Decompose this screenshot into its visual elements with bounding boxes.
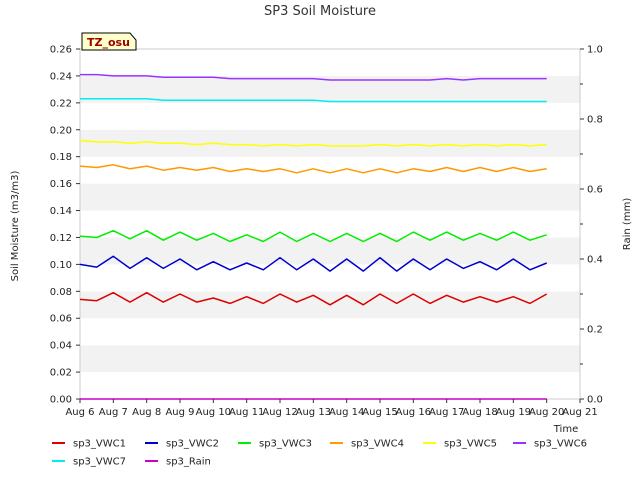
chart-title: SP3 Soil Moisture [264,4,376,19]
y2-tick-label: 0.6 [587,185,603,196]
x-tick-label: Aug 17 [429,407,464,418]
grid-band [80,345,580,373]
grid-band [80,102,580,130]
grid-band [80,264,580,292]
x-tick-label: Aug 8 [132,407,161,418]
grid-band [80,183,580,211]
legend-label: sp3_VWC3 [259,439,312,450]
x-tick-label: Aug 12 [262,407,297,418]
x-tick-label: Aug 7 [99,407,128,418]
series-line-sp3_VWC2 [79,255,547,272]
y-tick-label: 0.12 [50,233,72,244]
legend-label: sp3_VWC2 [166,439,219,450]
y2-tick-label: 0.2 [587,325,603,336]
site-badge: TZ_osu [81,32,137,51]
y-axis-right: 0.0 0.2 0.4 0.6 0.8 1.0 [580,45,603,406]
y2-tick-label: 1.0 [587,45,603,56]
x-tick-label: Aug 10 [196,407,231,418]
grid-band [80,49,580,76]
x-tick-label: Aug 13 [296,407,331,418]
legend-label: sp3_VWC4 [351,439,404,450]
y-tick-label: 0.02 [50,368,72,379]
y-axis-title: Soil Moisture (m3/m3) [10,171,21,282]
y-tick-label: 0.22 [50,98,72,109]
y2-tick-label: 0.0 [587,395,603,406]
grid-band [80,372,580,399]
series-line-sp3_VWC4 [79,164,547,174]
x-tick-label: Aug 6 [65,407,94,418]
x-tick-label: Aug 18 [462,407,497,418]
y-tick-label: 0.04 [50,341,72,352]
x-tick-label: Aug 11 [229,407,264,418]
x-tick-label: Aug 19 [496,407,531,418]
y2-tick-label: 0.4 [587,255,603,266]
series-line-sp3_VWC7 [80,98,547,103]
y-tick-label: 0.18 [50,152,72,163]
x-tick-label: Aug 20 [529,407,564,418]
y-axis-left: 0.00 0.02 0.04 0.06 0.08 0.10 0.12 0.14 0.16 0.18… [50,45,80,406]
grid-band [80,210,580,238]
y-tick-label: 0.08 [50,287,72,298]
series-line-sp3_VWC6 [80,73,547,81]
site-badge-label: TZ_osu [87,36,130,49]
series-layer [79,73,548,400]
y-tick-label: 0.10 [50,260,72,271]
x-tick-label: Aug 21 [562,407,597,418]
x-tick-label: Aug 9 [165,407,194,418]
y-tick-label: 0.24 [50,71,72,82]
series-line-sp3_VWC1 [79,291,548,306]
x-tick-label: Aug 16 [396,407,431,418]
y2-axis-title: Rain (mm) [622,198,633,251]
x-tick-label: Aug 15 [362,407,397,418]
grid-band [80,318,580,346]
x-tick-label: Aug 14 [329,407,364,418]
legend-label: sp3_VWC6 [534,439,587,450]
series-line-sp3_VWC5 [79,139,547,147]
y2-tick-label: 0.8 [587,115,603,126]
y-tick-label: 0.26 [50,45,72,56]
legend-label: sp3_VWC1 [73,439,126,450]
x-axis-title: Time [553,424,578,435]
legend-label: sp3_VWC7 [73,457,126,468]
y-tick-label: 0.20 [50,125,72,136]
y-tick-label: 0.14 [50,206,72,217]
y-tick-label: 0.16 [50,179,72,190]
legend-label: sp3_Rain [166,457,211,468]
legend-label: sp3_VWC5 [444,439,497,450]
chart-legend: sp3_VWC1 sp3_VWC2 sp3_VWC3 sp3_VWC4 sp3_VWC5… [52,439,587,468]
site-badge-shape [81,32,137,51]
series-line-sp3_VWC3 [79,229,547,243]
y-tick-label: 0.00 [50,395,72,406]
y-tick-label: 0.06 [50,314,72,325]
